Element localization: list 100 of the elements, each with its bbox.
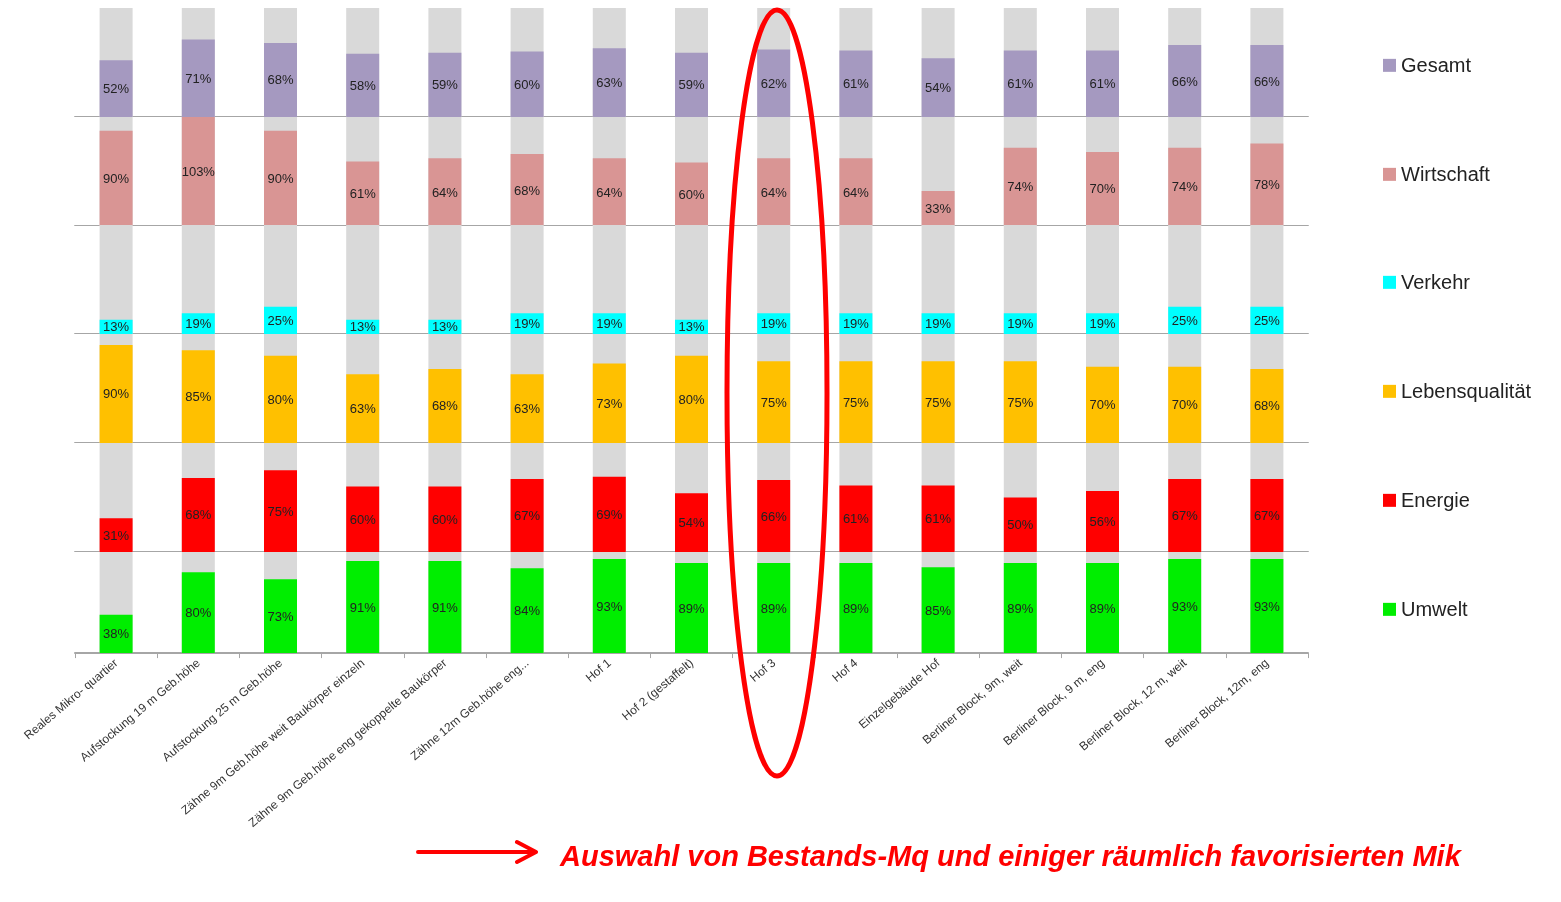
x-tick-label: Hof 3 (747, 655, 779, 685)
data-label: 74% (1171, 179, 1199, 195)
data-label: 74% (1007, 179, 1034, 195)
data-label: 70% (1089, 181, 1116, 197)
legend-label: Lebensqualität (1401, 380, 1532, 403)
data-label: 61% (1007, 76, 1034, 92)
data-label: 60% (431, 511, 459, 527)
data-label: 19% (842, 316, 870, 332)
data-label: 54% (678, 514, 705, 530)
data-label: 80% (678, 391, 705, 407)
data-label: 89% (678, 600, 705, 616)
data-label: 66% (1253, 73, 1281, 89)
legend-label: Gesamt (1401, 54, 1472, 77)
data-label: 68% (514, 182, 541, 198)
legend-label: Umwelt (1401, 597, 1469, 620)
data-label: 64% (596, 184, 623, 200)
data-label: 60% (349, 511, 377, 527)
data-label: 19% (1007, 316, 1034, 332)
data-label: 67% (1171, 507, 1199, 523)
data-label: 66% (1171, 73, 1199, 89)
data-label: 80% (267, 391, 294, 407)
data-label: 25% (1171, 313, 1199, 329)
data-label: 89% (842, 600, 870, 616)
legend-label: Verkehr (1401, 271, 1471, 294)
data-label: 68% (267, 72, 294, 88)
data-label: 13% (678, 319, 705, 335)
data-label: 93% (1171, 598, 1199, 614)
data-label: 33% (925, 200, 952, 216)
data-label: 73% (267, 608, 294, 624)
data-label: 52% (103, 81, 130, 97)
data-label: 75% (1007, 394, 1034, 410)
data-label: 63% (596, 75, 623, 91)
data-label: 75% (267, 503, 294, 519)
data-label: 67% (1253, 507, 1281, 523)
data-label: 61% (842, 76, 870, 92)
data-label: 93% (1253, 598, 1281, 614)
data-label: 75% (760, 394, 788, 410)
data-label: 19% (185, 316, 212, 332)
data-label: 75% (925, 394, 952, 410)
data-label: 78% (1253, 176, 1281, 192)
data-label: 90% (103, 386, 130, 402)
data-label: 19% (925, 316, 952, 332)
data-label: 91% (349, 599, 377, 615)
data-label: 60% (678, 186, 705, 202)
data-label: 70% (1089, 397, 1116, 413)
data-label: 19% (596, 316, 623, 332)
data-label: 59% (678, 77, 705, 93)
data-label: 75% (842, 394, 870, 410)
x-tick-label: Hof 4 (829, 655, 861, 685)
data-label: 73% (596, 395, 623, 411)
data-label: 68% (431, 398, 459, 414)
data-label: 80% (185, 604, 212, 620)
data-label: 64% (842, 184, 870, 200)
data-label: 84% (514, 602, 541, 618)
data-label: 71% (185, 70, 212, 86)
data-label: 61% (925, 511, 952, 527)
data-label: 59% (431, 77, 459, 93)
data-label: 93% (596, 598, 623, 614)
data-label: 13% (349, 319, 377, 335)
data-label: 89% (1007, 600, 1034, 616)
data-label: 62% (760, 75, 788, 91)
data-label: 91% (431, 599, 459, 615)
data-label: 64% (431, 184, 459, 200)
data-label: 38% (103, 625, 130, 641)
data-label: 50% (1007, 517, 1034, 533)
data-label: 61% (349, 185, 377, 201)
data-label: 103% (181, 163, 216, 179)
text: Auswahl von Bestands-Mq und einiger räumlich favorisierten Mik (560, 840, 1461, 873)
data-label: 60% (514, 76, 541, 92)
legend-label: Wirtschaft (1401, 163, 1491, 186)
data-label: 19% (760, 316, 788, 332)
data-label: 58% (349, 77, 377, 93)
data-label: 19% (514, 316, 541, 332)
data-label: 90% (103, 170, 130, 186)
data-label: 68% (185, 507, 212, 523)
data-label: 13% (431, 319, 459, 335)
data-label: 56% (1089, 513, 1116, 529)
data-label: 85% (185, 389, 212, 405)
data-label: 13% (103, 319, 130, 335)
data-label: 64% (760, 184, 788, 200)
data-label: 63% (514, 401, 541, 417)
data-label: 61% (842, 511, 870, 527)
data-label: 25% (1253, 313, 1281, 329)
x-tick-label: Hof 1 (582, 655, 615, 685)
data-label: 61% (1089, 76, 1116, 92)
data-label: 85% (925, 602, 952, 618)
data-label: 66% (760, 508, 788, 524)
legend-label: Energie (1401, 489, 1470, 512)
data-label: 31% (103, 527, 130, 543)
data-label: 25% (267, 313, 294, 329)
data-label: 54% (925, 80, 952, 96)
data-label: 70% (1171, 397, 1199, 413)
data-label: 67% (514, 507, 541, 523)
data-label: 90% (267, 170, 294, 186)
data-label: 19% (1089, 316, 1116, 332)
data-label: 89% (1089, 600, 1116, 616)
data-label: 69% (596, 506, 623, 522)
data-label: 89% (760, 600, 788, 616)
data-label: 63% (349, 401, 377, 417)
data-label: 68% (1253, 398, 1281, 414)
